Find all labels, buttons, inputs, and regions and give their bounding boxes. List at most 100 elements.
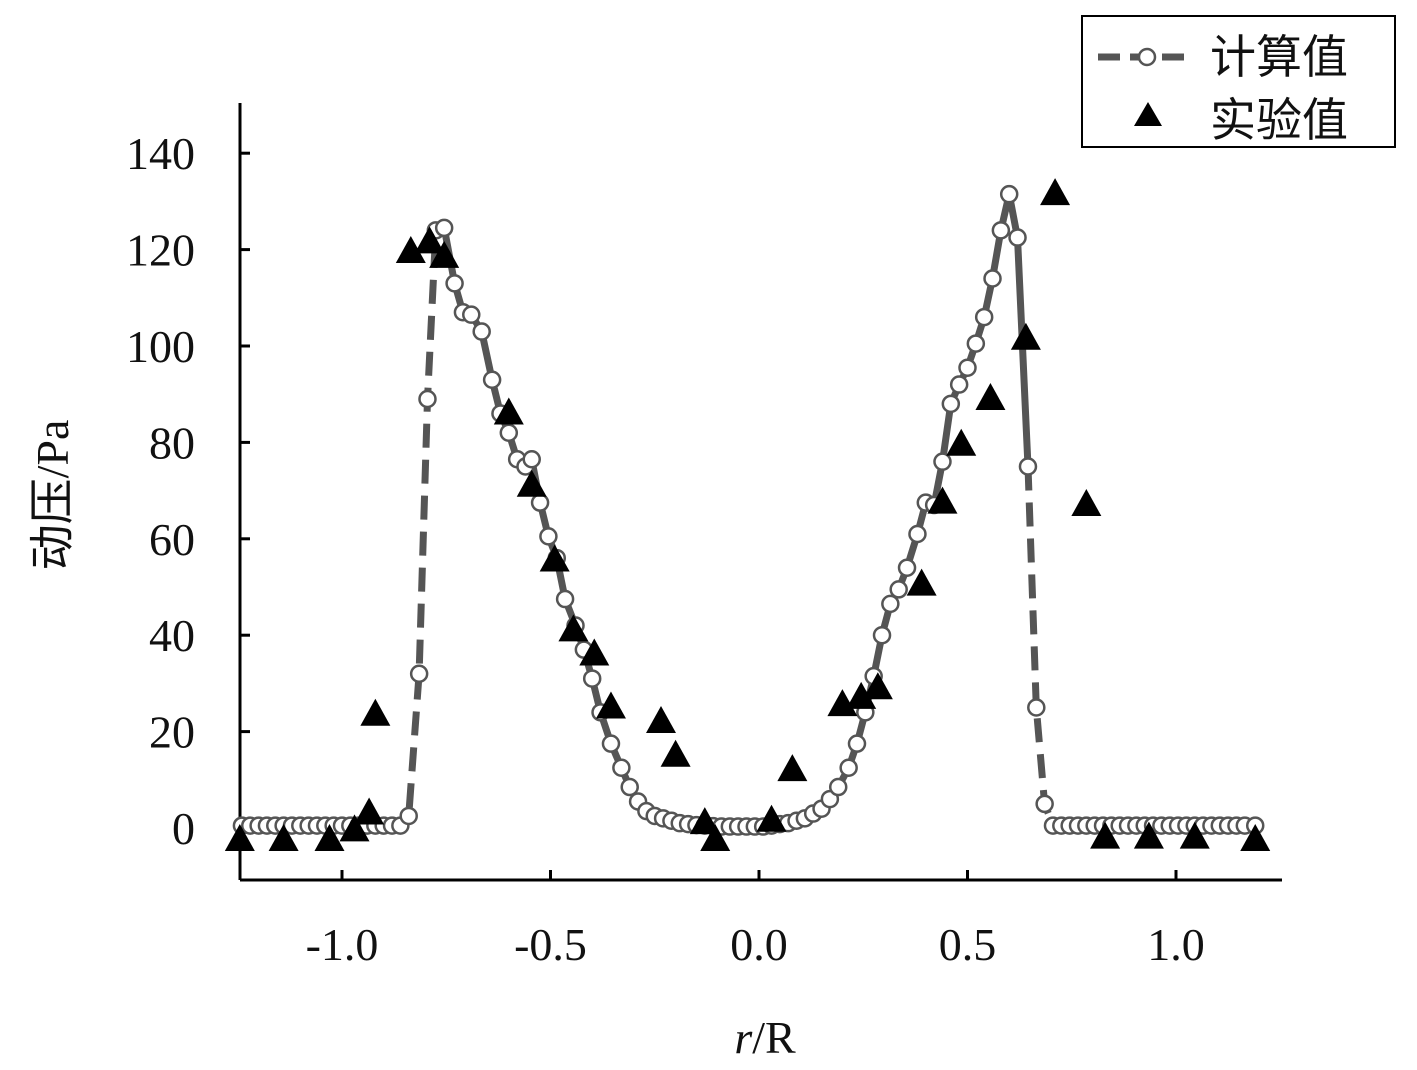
exp-point [1240, 824, 1271, 852]
calc-point [966, 334, 986, 353]
exp-point [314, 824, 345, 852]
exp-point [756, 804, 787, 832]
calc-point [958, 358, 977, 377]
exp-point [493, 397, 524, 425]
exp-point [339, 814, 370, 842]
exp-point [1179, 821, 1210, 849]
exp-point [846, 681, 877, 709]
exp-point [516, 469, 547, 497]
y-tick-label: 120 [126, 225, 195, 276]
calc-point [974, 307, 994, 327]
exp-point [1071, 489, 1102, 517]
x-axis-title-italic: r [734, 1012, 753, 1063]
exp-point [660, 739, 691, 767]
exp-point [224, 824, 255, 852]
calc-line-right [1024, 466, 1256, 830]
calc-point [409, 664, 429, 684]
x-tick-label: 1.0 [1147, 919, 1205, 970]
exp-point [927, 486, 958, 514]
calc-point [847, 734, 867, 753]
exp-point [975, 383, 1006, 411]
exp-point [862, 672, 893, 700]
x-ticks: -1.0 -0.5 0.0 0.5 1.0 [306, 870, 1205, 970]
calc-point [582, 669, 602, 688]
calc-point [539, 527, 558, 546]
exp-point [1010, 322, 1041, 350]
legend: 计算值 实验值 [1081, 15, 1396, 148]
calc-point [418, 389, 437, 409]
exp-point [395, 236, 426, 264]
exp-point [558, 614, 589, 642]
calc-point [1018, 457, 1038, 476]
legend-calc-marker [1137, 47, 1157, 67]
exp-point [360, 698, 391, 726]
calc-point [983, 269, 1002, 288]
calc-point [908, 524, 927, 544]
y-tick-label: 60 [149, 514, 195, 565]
exp-point [777, 754, 808, 782]
calc-point [522, 450, 541, 469]
calc-line-left [241, 224, 446, 830]
calc-point [612, 758, 631, 777]
exp-point [1133, 821, 1164, 849]
legend-exp-label: 实验值 [1210, 95, 1348, 146]
legend-calc-label: 计算值 [1210, 32, 1348, 83]
calc-point [1027, 698, 1046, 717]
calc-point [839, 758, 858, 777]
calc-point [872, 625, 892, 645]
y-axis-title: 动压/Pa [27, 420, 78, 571]
calc-point [601, 734, 621, 753]
x-tick-label: -1.0 [306, 919, 379, 970]
calc-point [889, 580, 908, 599]
calc-point [434, 218, 454, 238]
calc-point [445, 274, 464, 293]
exp-point [1040, 178, 1071, 206]
exp-point [595, 691, 626, 719]
exp-point [1090, 821, 1121, 849]
calc-point [999, 184, 1019, 204]
calc-point [1008, 228, 1027, 247]
legend-box [1081, 15, 1396, 148]
exp-series [224, 178, 1271, 852]
calc-point [399, 806, 418, 826]
calc-point [828, 777, 848, 797]
x-axis-title-rest: /R [752, 1012, 796, 1063]
calc-point [472, 322, 491, 341]
calc-point [555, 589, 575, 609]
exp-point [700, 824, 731, 852]
exp-point [946, 428, 977, 456]
y-tick-label: 100 [126, 321, 195, 372]
exp-point [429, 240, 460, 268]
calc-point [949, 375, 969, 394]
exp-point [689, 807, 720, 835]
x-tick-label: 0.0 [730, 919, 788, 970]
calc-point [462, 305, 481, 324]
calc-point [530, 493, 550, 512]
x-tick-label: 0.5 [939, 919, 997, 970]
calc-point [933, 452, 952, 471]
calc-series [232, 184, 1265, 836]
exp-point [539, 544, 570, 572]
exp-point [906, 568, 937, 596]
y-ticks: 0 20 40 60 80 100 120 140 [126, 128, 250, 854]
calc-point [897, 558, 917, 577]
exp-point [827, 689, 858, 717]
exp-point [268, 824, 299, 852]
calc-point [482, 370, 502, 389]
exp-point [354, 797, 385, 825]
y-tick-label: 140 [126, 128, 195, 179]
calc-point [1035, 794, 1054, 814]
legend-exp-marker [1134, 102, 1162, 126]
calc-point [620, 777, 639, 797]
x-tick-label: -0.5 [514, 919, 587, 970]
y-tick-label: 20 [149, 707, 195, 758]
exp-point [579, 638, 610, 666]
calc-point [941, 394, 961, 414]
exp-point [646, 705, 677, 733]
calc-point [499, 423, 519, 443]
y-tick-label: 40 [149, 610, 195, 661]
y-tick-label: 0 [172, 803, 195, 854]
x-axis-title: r/R [734, 1012, 796, 1063]
exp-point [414, 226, 445, 254]
